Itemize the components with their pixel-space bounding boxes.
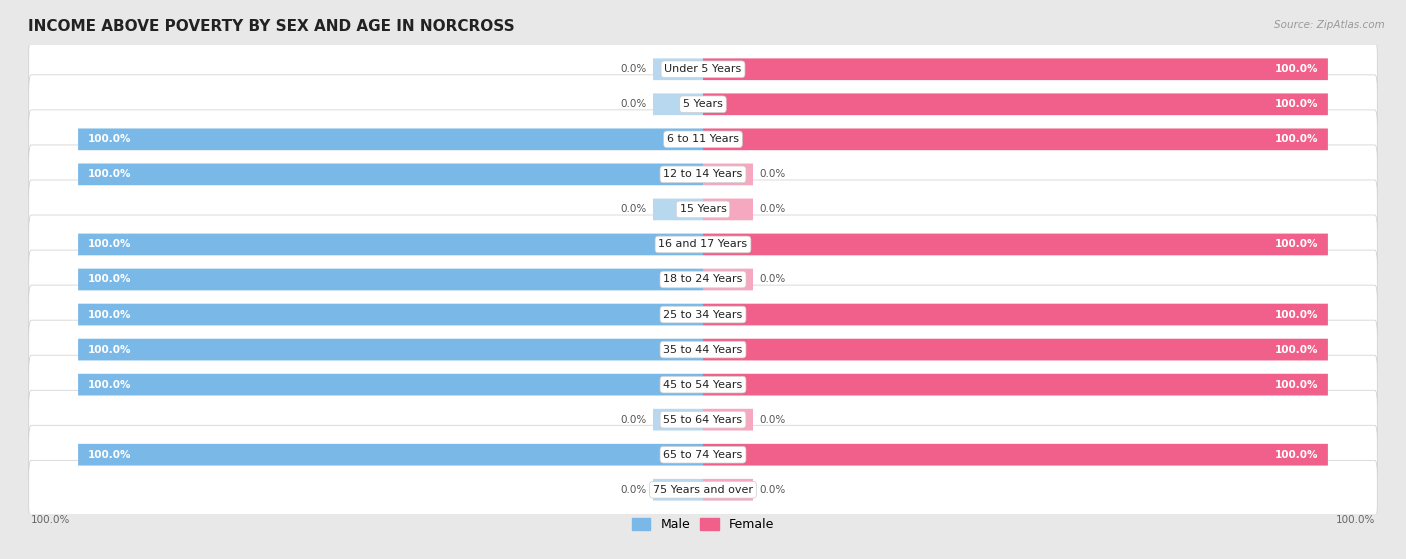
Text: 12 to 14 Years: 12 to 14 Years [664,169,742,179]
FancyBboxPatch shape [28,285,1378,344]
Text: 100.0%: 100.0% [87,239,131,249]
FancyBboxPatch shape [703,444,1327,466]
Text: 0.0%: 0.0% [759,169,786,179]
FancyBboxPatch shape [79,374,703,395]
Text: 100.0%: 100.0% [1275,344,1319,354]
FancyBboxPatch shape [652,58,703,80]
FancyBboxPatch shape [79,444,703,466]
Text: 100.0%: 100.0% [1275,239,1319,249]
Text: 16 and 17 Years: 16 and 17 Years [658,239,748,249]
FancyBboxPatch shape [703,479,754,501]
Text: 0.0%: 0.0% [759,274,786,285]
Text: INCOME ABOVE POVERTY BY SEX AND AGE IN NORCROSS: INCOME ABOVE POVERTY BY SEX AND AGE IN N… [28,19,515,34]
FancyBboxPatch shape [28,180,1378,239]
Text: 25 to 34 Years: 25 to 34 Years [664,310,742,320]
FancyBboxPatch shape [79,304,703,325]
FancyBboxPatch shape [703,198,754,220]
Text: 100.0%: 100.0% [1275,100,1319,110]
Text: 100.0%: 100.0% [87,134,131,144]
Text: 65 to 74 Years: 65 to 74 Years [664,449,742,459]
Text: 0.0%: 0.0% [759,415,786,425]
FancyBboxPatch shape [28,250,1378,309]
FancyBboxPatch shape [28,460,1378,519]
Text: 0.0%: 0.0% [620,415,647,425]
FancyBboxPatch shape [79,164,703,185]
Text: Under 5 Years: Under 5 Years [665,64,741,74]
FancyBboxPatch shape [703,93,1327,115]
FancyBboxPatch shape [652,409,703,430]
FancyBboxPatch shape [652,198,703,220]
FancyBboxPatch shape [703,164,754,185]
FancyBboxPatch shape [79,339,703,361]
Text: 100.0%: 100.0% [1275,380,1319,390]
FancyBboxPatch shape [28,110,1378,169]
FancyBboxPatch shape [79,129,703,150]
FancyBboxPatch shape [28,145,1378,204]
FancyBboxPatch shape [703,374,1327,395]
FancyBboxPatch shape [79,234,703,255]
Text: 15 Years: 15 Years [679,205,727,215]
FancyBboxPatch shape [703,339,1327,361]
FancyBboxPatch shape [28,425,1378,484]
Text: 0.0%: 0.0% [620,485,647,495]
Text: 100.0%: 100.0% [1275,449,1319,459]
Text: 100.0%: 100.0% [1275,310,1319,320]
Text: 5 Years: 5 Years [683,100,723,110]
Text: Source: ZipAtlas.com: Source: ZipAtlas.com [1274,20,1385,30]
FancyBboxPatch shape [28,40,1378,99]
Text: 100.0%: 100.0% [87,380,131,390]
Text: 100.0%: 100.0% [87,169,131,179]
FancyBboxPatch shape [703,304,1327,325]
Text: 100.0%: 100.0% [87,310,131,320]
Text: 100.0%: 100.0% [1275,64,1319,74]
Text: 0.0%: 0.0% [620,205,647,215]
FancyBboxPatch shape [28,355,1378,414]
Text: 0.0%: 0.0% [620,64,647,74]
FancyBboxPatch shape [28,320,1378,379]
FancyBboxPatch shape [703,409,754,430]
Text: 100.0%: 100.0% [1336,515,1375,525]
Text: 0.0%: 0.0% [759,205,786,215]
FancyBboxPatch shape [79,269,703,290]
Text: 55 to 64 Years: 55 to 64 Years [664,415,742,425]
Text: 100.0%: 100.0% [1275,134,1319,144]
FancyBboxPatch shape [652,93,703,115]
Text: 100.0%: 100.0% [87,449,131,459]
Text: 45 to 54 Years: 45 to 54 Years [664,380,742,390]
Text: 18 to 24 Years: 18 to 24 Years [664,274,742,285]
FancyBboxPatch shape [28,75,1378,134]
FancyBboxPatch shape [652,479,703,501]
Text: 75 Years and over: 75 Years and over [652,485,754,495]
Text: 0.0%: 0.0% [759,485,786,495]
Text: 0.0%: 0.0% [620,100,647,110]
FancyBboxPatch shape [703,129,1327,150]
Text: 35 to 44 Years: 35 to 44 Years [664,344,742,354]
FancyBboxPatch shape [703,269,754,290]
Legend: Male, Female: Male, Female [627,513,779,536]
FancyBboxPatch shape [703,58,1327,80]
FancyBboxPatch shape [703,234,1327,255]
Text: 100.0%: 100.0% [87,344,131,354]
FancyBboxPatch shape [28,390,1378,449]
Text: 100.0%: 100.0% [31,515,70,525]
FancyBboxPatch shape [28,215,1378,274]
Text: 6 to 11 Years: 6 to 11 Years [666,134,740,144]
Text: 100.0%: 100.0% [87,274,131,285]
